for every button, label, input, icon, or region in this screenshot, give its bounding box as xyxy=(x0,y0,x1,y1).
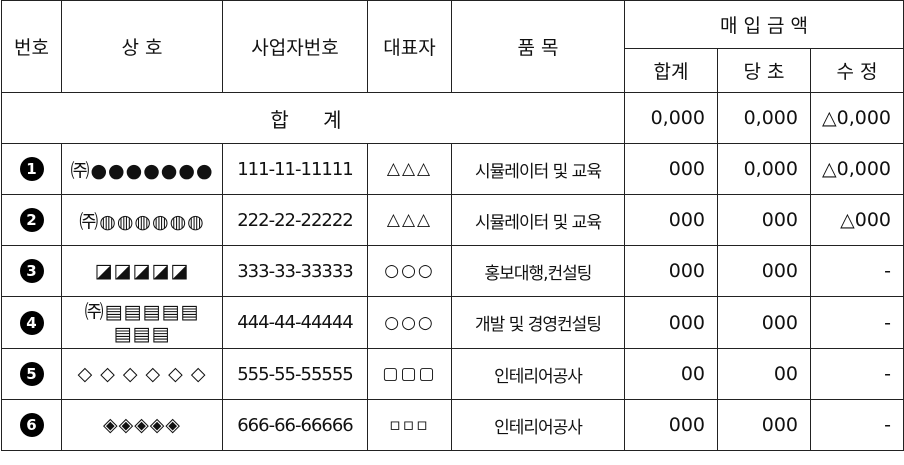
representative: ▫▫▫ xyxy=(367,399,452,451)
row-number-badge: 1 xyxy=(19,157,44,181)
amount-revised: - xyxy=(809,245,904,297)
header-biz-no: 사업자번호 xyxy=(222,0,368,93)
representative: ○○○ xyxy=(367,296,452,349)
product-item: 홍보대행,컨설팅 xyxy=(451,245,625,297)
header-revised: 수 정 xyxy=(809,48,904,93)
header-item: 품 목 xyxy=(451,0,625,93)
representative: ○○○ xyxy=(367,245,452,297)
header-total: 합계 xyxy=(624,48,718,93)
table-row: 4 ㈜▤▤▤▤▤ ▤▤▤ 444-44-44444 ○○○ 개발 및 경영컨설팅… xyxy=(1,296,904,349)
table-row: 5 ◇ ◇ ◇ ◇ ◇ ◇ 555-55-55555 ▢▢▢ 인테리어공사 00… xyxy=(1,348,904,400)
business-number: 333-33-33333 xyxy=(222,245,368,297)
amount-revised: △000 xyxy=(809,194,904,246)
summary-label: 합 계 xyxy=(1,92,625,144)
summary-revised: △0,000 xyxy=(809,92,904,144)
amount-total: 000 xyxy=(624,245,718,297)
amount-prev: 000 xyxy=(717,296,811,349)
amount-total: 000 xyxy=(624,194,718,246)
amount-prev: 000 xyxy=(717,399,811,451)
amount-total: 000 xyxy=(624,399,718,451)
company-name: ◇ ◇ ◇ ◇ ◇ ◇ xyxy=(61,348,223,400)
company-name: ㈜●●●●●●● xyxy=(61,143,223,195)
amount-total: 000 xyxy=(624,296,718,349)
product-item: 시뮬레이터 및 교육 xyxy=(451,194,625,246)
amount-total: 00 xyxy=(624,348,718,400)
row-number-badge: 3 xyxy=(19,259,44,283)
row-number-badge: 6 xyxy=(19,413,44,437)
summary-total: 0,000 xyxy=(624,92,718,144)
header-no: 번호 xyxy=(1,0,62,93)
row-number-badge: 2 xyxy=(19,208,44,232)
amount-total: 000 xyxy=(624,143,718,195)
amount-prev: 0,000 xyxy=(717,143,811,195)
row-number-badge: 4 xyxy=(19,310,44,335)
company-name: ㈜◍◍◍◍◍◍ xyxy=(61,194,223,246)
product-item: 시뮬레이터 및 교육 xyxy=(451,143,625,195)
header-purchase: 매 입 금 액 xyxy=(623,0,904,49)
summary-prev: 0,000 xyxy=(717,92,811,144)
header-prev: 당 초 xyxy=(717,48,811,93)
row-number-badge: 5 xyxy=(19,362,44,386)
representative: ▢▢▢ xyxy=(367,348,452,400)
amount-revised: - xyxy=(809,399,904,451)
business-number: 555-55-55555 xyxy=(222,348,368,400)
business-number: 666-66-66666 xyxy=(222,399,368,451)
amount-prev: 000 xyxy=(717,245,811,297)
summary-row: 합 계 0,000 0,000 △0,000 xyxy=(1,92,904,144)
product-item: 인테리어공사 xyxy=(451,399,625,451)
amount-revised: △0,000 xyxy=(809,143,904,195)
amount-prev: 00 xyxy=(717,348,811,400)
amount-revised: - xyxy=(809,296,904,349)
amount-prev: 000 xyxy=(717,194,811,246)
company-name: ◪◪◪◪◪ xyxy=(61,245,223,297)
business-number: 444-44-44444 xyxy=(222,296,368,349)
table-row: 1 ㈜●●●●●●● 111-11-11111 △△△ 시뮬레이터 및 교육 0… xyxy=(1,143,904,195)
table-row: 3 ◪◪◪◪◪ 333-33-33333 ○○○ 홍보대행,컨설팅 000 00… xyxy=(1,245,904,297)
header-company: 상 호 xyxy=(61,0,223,93)
table-row: 6 ◈◈◈◈◈ 666-66-66666 ▫▫▫ 인테리어공사 000 000 … xyxy=(1,399,904,451)
header-rep: 대표자 xyxy=(367,0,452,93)
business-number: 111-11-11111 xyxy=(222,143,368,195)
table-row: 2 ㈜◍◍◍◍◍◍ 222-22-22222 △△△ 시뮬레이터 및 교육 00… xyxy=(1,194,904,246)
representative: △△△ xyxy=(367,194,452,246)
product-item: 개발 및 경영컨설팅 xyxy=(451,296,625,349)
representative: △△△ xyxy=(367,143,452,195)
purchase-table: 번호 상 호 사업자번호 대표자 품 목 매 입 금 액 합계 당 초 수 정 … xyxy=(1,0,904,451)
company-name: ㈜▤▤▤▤▤ ▤▤▤ xyxy=(61,296,223,349)
business-number: 222-22-22222 xyxy=(222,194,368,246)
company-name: ◈◈◈◈◈ xyxy=(61,399,223,451)
product-item: 인테리어공사 xyxy=(451,348,625,400)
amount-revised: - xyxy=(809,348,904,400)
